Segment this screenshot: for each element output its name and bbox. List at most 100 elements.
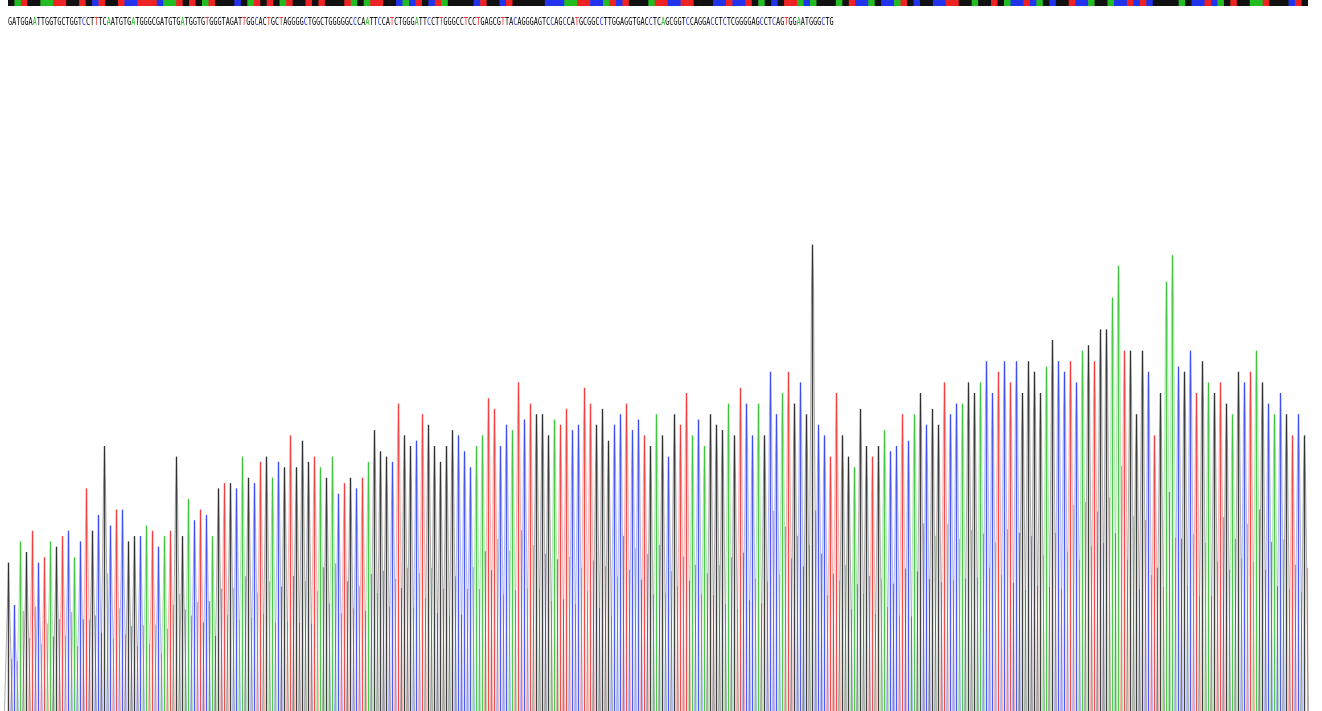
base-call-95: T	[398, 15, 403, 28]
stripe-cell-66	[434, 0, 442, 6]
stripe-cell-23	[156, 0, 164, 6]
stripe-cell-64	[421, 0, 429, 6]
base-call-182: G	[755, 15, 760, 28]
stripe-cell-73	[480, 0, 487, 6]
base-call-4: G	[24, 15, 29, 28]
stripe-cell-12	[85, 0, 93, 6]
stripe-cell-101	[661, 0, 668, 6]
base-call-170: A	[706, 15, 711, 28]
base-call-87: A	[365, 15, 370, 28]
base-call-180: G	[747, 15, 752, 28]
base-call-161: C	[669, 15, 674, 28]
base-call-151: G	[628, 15, 633, 28]
stripe-cell-19	[130, 0, 138, 6]
stripe-cell-173	[1126, 0, 1134, 6]
base-call-118: C	[492, 15, 497, 28]
stripe-cell-120	[784, 0, 791, 6]
stripe-cell-177	[1152, 0, 1160, 6]
base-call-160: G	[665, 15, 670, 28]
stripe-cell-141	[919, 0, 927, 6]
stripe-cell-147	[958, 0, 966, 6]
stripe-cell-103	[674, 0, 681, 6]
base-call-112: C	[468, 15, 473, 28]
stripe-cell-114	[745, 0, 753, 6]
base-call-128: A	[533, 15, 538, 28]
stripe-cell-83	[544, 0, 552, 6]
stripe-cell-87	[570, 0, 578, 6]
base-call-126: G	[525, 15, 530, 28]
base-call-57: T	[242, 15, 247, 28]
base-call-17: T	[77, 15, 82, 28]
stripe-cell-80	[525, 0, 533, 6]
stripe-cell-86	[564, 0, 571, 6]
stripe-cell-91	[596, 0, 604, 6]
base-call-141: G	[587, 15, 592, 28]
stripe-cell-127	[829, 0, 837, 6]
stripe-cell-167	[1088, 0, 1095, 6]
stripe-cell-186	[1210, 0, 1218, 6]
base-call-130: T	[541, 15, 547, 28]
base-call-150: G	[624, 15, 629, 28]
stripe-cell-29	[195, 0, 203, 6]
base-call-149: A	[620, 15, 625, 28]
base-call-34: G	[147, 15, 152, 28]
base-call-168: G	[698, 15, 703, 28]
base-call-158: C	[656, 15, 662, 28]
base-call-16: G	[73, 15, 78, 28]
base-call-32: G	[139, 15, 144, 28]
base-call-153: G	[636, 15, 641, 28]
base-call-27: G	[118, 15, 124, 28]
base-call-107: G	[447, 15, 452, 28]
base-call-6: A	[32, 15, 37, 28]
stripe-cell-62	[409, 0, 416, 6]
base-call-64: G	[270, 15, 275, 28]
base-call-91: C	[381, 15, 386, 28]
base-call-40: T	[172, 15, 177, 28]
base-call-142: G	[591, 15, 596, 28]
base-call-194: T	[804, 15, 809, 28]
stripe-cell-38	[253, 0, 261, 6]
stripe-cell-94	[615, 0, 623, 6]
stripe-cell-185	[1204, 0, 1212, 6]
base-call-70: G	[295, 15, 300, 28]
stripe-cell-198	[1288, 0, 1296, 6]
base-call-84: C	[353, 15, 358, 28]
base-call-82: G	[344, 15, 349, 28]
base-call-13: C	[61, 15, 66, 28]
base-call-138: T	[574, 15, 579, 28]
base-call-30: A	[131, 15, 136, 28]
stripe-cell-126	[822, 0, 830, 6]
base-call-8: T	[40, 15, 45, 28]
base-call-21: T	[94, 15, 99, 28]
base-call-31: T	[135, 15, 140, 28]
stripe-cell-125	[816, 0, 824, 6]
stripe-cell-171	[1113, 0, 1121, 6]
base-call-2: T	[16, 15, 21, 28]
base-call-69: G	[291, 15, 296, 28]
stripe-cell-128	[835, 0, 843, 6]
stripe-cell-106	[693, 0, 701, 6]
base-call-146: T	[607, 15, 612, 28]
base-call-77: T	[324, 15, 329, 28]
stripe-cell-140	[913, 0, 921, 6]
stripe-cell-136	[887, 0, 895, 6]
stripe-cell-36	[240, 0, 248, 6]
stripe-cell-32	[214, 0, 222, 6]
stripe-cell-93	[609, 0, 617, 6]
stripe-cell-184	[1198, 0, 1205, 6]
base-call-38: T	[164, 15, 169, 28]
base-call-121: T	[505, 15, 510, 28]
stripe-cell-122	[797, 0, 804, 6]
stripe-cell-7	[53, 0, 61, 6]
stripe-cell-67	[441, 0, 449, 6]
stripe-cell-175	[1139, 0, 1147, 6]
base-call-99: A	[414, 15, 419, 28]
stripe-cell-100	[654, 0, 662, 6]
base-call-124: A	[517, 15, 522, 28]
stripe-cell-162	[1055, 0, 1063, 6]
base-call-137: A	[570, 15, 575, 28]
base-call-24: A	[106, 15, 111, 28]
stripe-cell-144	[939, 0, 947, 6]
stripe-cell-179	[1165, 0, 1173, 6]
